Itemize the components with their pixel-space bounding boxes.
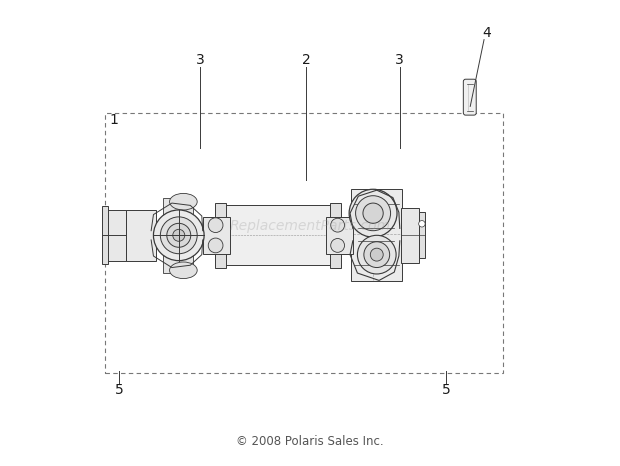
Text: 4: 4	[482, 26, 490, 40]
Ellipse shape	[167, 223, 191, 247]
Ellipse shape	[363, 203, 383, 223]
Bar	[162, 254, 193, 273]
Bar	[215, 203, 226, 267]
Ellipse shape	[208, 218, 223, 233]
Bar	[401, 208, 419, 263]
Ellipse shape	[169, 193, 197, 210]
Ellipse shape	[161, 217, 197, 254]
Bar	[126, 210, 156, 260]
Text: ReplacementParts.com: ReplacementParts.com	[229, 219, 391, 233]
Ellipse shape	[349, 189, 397, 237]
Ellipse shape	[153, 210, 204, 260]
Text: 5: 5	[441, 383, 450, 397]
FancyBboxPatch shape	[463, 79, 476, 115]
Ellipse shape	[330, 239, 345, 252]
Text: 1: 1	[109, 113, 118, 127]
Bar	[107, 210, 126, 260]
Text: © 2008 Polaris Sales Inc.: © 2008 Polaris Sales Inc.	[236, 435, 384, 448]
Bar	[162, 198, 193, 216]
Bar	[102, 206, 108, 264]
Bar	[326, 217, 353, 254]
Ellipse shape	[357, 235, 396, 274]
Text: 2: 2	[302, 53, 311, 67]
Text: 5: 5	[115, 383, 123, 397]
Ellipse shape	[364, 242, 389, 267]
Bar	[220, 206, 335, 265]
Ellipse shape	[169, 262, 197, 279]
Text: 3: 3	[396, 53, 404, 67]
Ellipse shape	[418, 220, 425, 227]
Ellipse shape	[356, 196, 391, 231]
Bar	[105, 113, 503, 373]
Ellipse shape	[370, 248, 383, 261]
Text: 3: 3	[196, 53, 205, 67]
Bar	[330, 203, 341, 267]
Bar	[352, 189, 402, 281]
Bar	[203, 217, 231, 254]
Ellipse shape	[330, 218, 345, 232]
Ellipse shape	[173, 229, 185, 241]
Bar	[419, 212, 425, 258]
Ellipse shape	[208, 238, 223, 253]
